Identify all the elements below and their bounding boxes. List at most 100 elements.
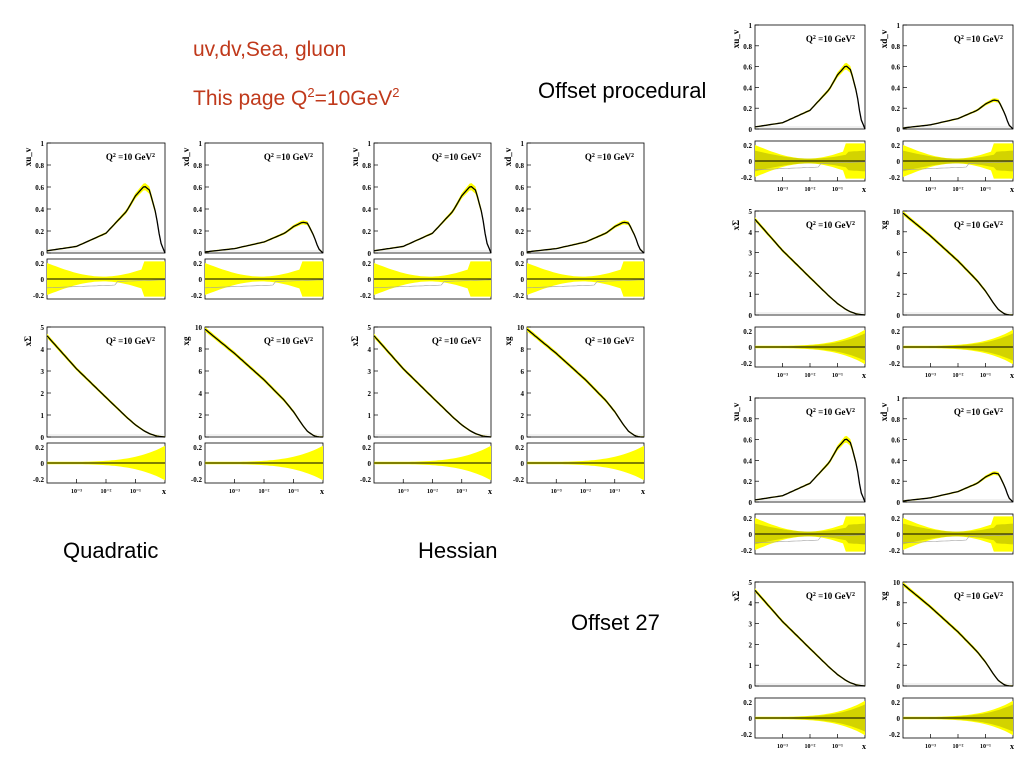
x-tick-label: 10⁻³ xyxy=(551,489,562,495)
ratio-tick-label: -0.2 xyxy=(33,476,45,484)
ratio-tick-label: 0 xyxy=(199,460,203,468)
ratio-tick-label: 0 xyxy=(749,715,753,723)
q2-annotation: Q2 =10 GeV2 xyxy=(106,336,155,346)
ratio-tick-label: 0 xyxy=(41,276,45,284)
x-tick-label: 10⁻¹ xyxy=(609,489,620,495)
y-tick-label: 0.8 xyxy=(515,162,524,170)
y-tick-label: 0.4 xyxy=(35,206,44,214)
y-tick-label: 3 xyxy=(749,250,753,258)
y-axis-label: xd_v xyxy=(503,147,513,166)
ratio-tick-label: 0.2 xyxy=(743,328,752,336)
pdf-uncertainty-band xyxy=(903,581,1013,686)
x-tick-label: 10⁻² xyxy=(580,489,591,495)
x-tick-label: 10⁻² xyxy=(953,744,964,750)
y-tick-label: 6 xyxy=(199,368,203,376)
pdf-central-curve xyxy=(902,99,1014,130)
y-tick-label: 0.4 xyxy=(193,206,202,214)
pdf-uncertainty-band xyxy=(205,326,323,437)
y-axis-label: xu_v xyxy=(350,147,360,166)
pdf-central-curve xyxy=(754,589,866,687)
annotation-gev-sup: 2 xyxy=(1000,35,1003,41)
q2-annotation: Q2 =10 GeV2 xyxy=(264,336,313,346)
y-tick-label: 0.8 xyxy=(891,43,900,51)
annotation-gev: =10 GeV xyxy=(442,336,479,346)
y-tick-label: 0.6 xyxy=(891,64,900,72)
y-tick-label: 2 xyxy=(41,390,45,398)
ratio-tick-label: 0.2 xyxy=(362,444,371,452)
y-tick-label: 8 xyxy=(897,229,901,237)
annotation-q-sup: 2 xyxy=(113,153,116,159)
y-tick-label: 6 xyxy=(897,621,901,629)
q2-annotation: Q2 =10 GeV2 xyxy=(806,591,855,601)
q2-annotation: Q2 =10 GeV2 xyxy=(954,220,1003,230)
annotation-gev: =10 GeV xyxy=(274,336,311,346)
y-tick-label: 0.8 xyxy=(193,162,202,170)
x-axis-label: x xyxy=(862,371,866,380)
y-axis-label: xg xyxy=(181,336,191,346)
pdf-central-curve xyxy=(754,218,866,316)
ratio-variation-line xyxy=(902,534,1014,544)
y-tick-label: 0.2 xyxy=(193,228,202,236)
annotation-gev: =10 GeV xyxy=(274,152,311,162)
annotation-q-sup: 2 xyxy=(961,35,964,41)
annotation-q: Q xyxy=(954,220,961,230)
pdf-central-curve xyxy=(204,328,323,438)
title-q-sup: 2 xyxy=(307,85,315,100)
y-tick-label: 0.8 xyxy=(362,162,371,170)
y-tick-label: 10 xyxy=(195,324,203,332)
annotation-gev: =10 GeV xyxy=(116,336,153,346)
ratio-variation-line xyxy=(373,279,492,289)
main-frame xyxy=(902,397,1014,503)
x-tick-label: 10⁻³ xyxy=(398,489,409,495)
y-tick-label: 10 xyxy=(517,324,525,332)
x-axis-label: x xyxy=(862,185,866,194)
annotation-gev: =10 GeV xyxy=(964,407,1001,417)
ratio-tick-label: 0 xyxy=(897,531,901,539)
annotation-gev-sup: 2 xyxy=(1000,408,1003,414)
y-tick-label: 1 xyxy=(897,395,901,403)
y-tick-label: 0.2 xyxy=(362,228,371,236)
label-hessian: Hessian xyxy=(418,538,498,563)
y-tick-label: 4 xyxy=(749,229,753,237)
annotation-q-sup: 2 xyxy=(813,408,816,414)
main-frame xyxy=(754,210,866,316)
x-axis-label: x xyxy=(488,487,492,496)
ratio-tick-label: 0.2 xyxy=(35,260,44,268)
y-tick-label: 0.2 xyxy=(515,228,524,236)
annotation-gev: =10 GeV xyxy=(595,336,632,346)
annotation-q-sup: 2 xyxy=(961,592,964,598)
y-tick-label: 0.6 xyxy=(743,437,752,445)
label-offset27: Offset 27 xyxy=(571,610,660,635)
main-frame xyxy=(754,24,866,130)
y-tick-label: 1 xyxy=(368,140,372,148)
y-tick-label: 0.6 xyxy=(891,437,900,445)
ratio-tick-label: -0.2 xyxy=(741,174,753,182)
main-frame xyxy=(46,326,166,438)
y-tick-label: 3 xyxy=(749,621,753,629)
ratio-variation-line xyxy=(204,279,324,289)
ratio-tick-label: 0 xyxy=(897,344,901,352)
pdf-central-curve xyxy=(902,583,1013,687)
q2-annotation: Q2 =10 GeV2 xyxy=(806,34,855,44)
y-tick-label: 4 xyxy=(368,346,372,354)
ratio-tick-label: 0.2 xyxy=(743,515,752,523)
q2-annotation: Q2 =10 GeV2 xyxy=(432,152,481,162)
ratio-tick-label: -0.2 xyxy=(889,731,901,739)
annotation-q: Q xyxy=(585,152,592,162)
annotation-q: Q xyxy=(954,407,961,417)
y-tick-label: 6 xyxy=(897,250,901,258)
ratio-tick-label: 0.2 xyxy=(891,142,900,150)
ratio-tick-label: -0.2 xyxy=(741,360,753,368)
y-tick-label: 1 xyxy=(749,291,753,299)
y-tick-label: 8 xyxy=(521,346,525,354)
y-tick-label: 2 xyxy=(749,270,753,278)
x-tick-label: 10⁻³ xyxy=(71,489,82,495)
x-tick-label: 10⁻² xyxy=(427,489,438,495)
y-tick-label: 5 xyxy=(368,324,372,332)
y-tick-label: 0 xyxy=(41,434,45,442)
